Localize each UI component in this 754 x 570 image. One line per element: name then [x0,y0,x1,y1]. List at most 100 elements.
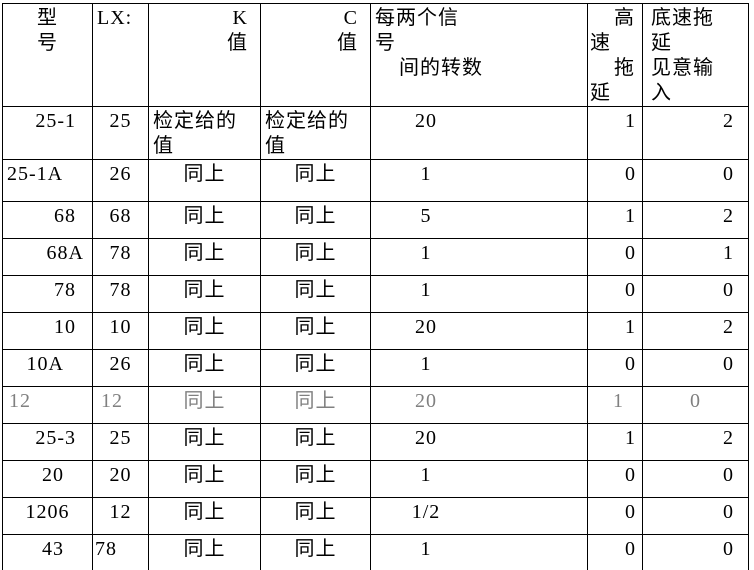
cell-r2-high-speed-delay: 1 [587,201,643,239]
cell-r10-low-speed-delay-input: 0 [642,497,749,535]
cell-r10-k-value: 同上 [148,497,261,535]
cell-r8-lx: 25 [92,423,149,461]
cell-r9-c-value: 同上 [260,460,371,498]
table-row-12: 12 12 同上 同上 20 1 0 [2,386,749,424]
cell-r4-lx: 78 [92,275,149,313]
cell-r8-model: 25-3 [2,423,93,461]
table-row-1206: 1206 12 同上 同上 1/2 0 0 [2,497,749,535]
cell-r8-c-value: 同上 [260,423,371,461]
cell-r3-revolutions-between-signals: 1 [370,238,588,276]
cell-r2-revolutions-between-signals: 5 [370,201,588,239]
cell-r10-revolutions-between-signals: 1/2 [370,497,588,535]
cell-r6-k-value: 同上 [148,349,261,387]
cell-r1-c-value: 同上 [260,159,371,202]
cell-r1-k-value: 同上 [148,159,261,202]
table-row-43: 43 78 同上 同上 1 0 0 [2,534,749,570]
cell-r11-low-speed-delay-input: 0 [642,534,749,570]
cell-r1-lx: 26 [92,159,149,202]
cell-r6-low-speed-delay-input: 0 [642,349,749,387]
header-low-speed-delay-input: 底速拖 延 见意输 入 [642,3,749,107]
cell-r0-lx: 25 [92,106,149,160]
cell-r10-model: 1206 [2,497,93,535]
cell-r5-high-speed-delay: 1 [587,312,643,350]
table-row-10A: 10A 26 同上 同上 1 0 0 [2,349,749,387]
cell-r11-k-value: 同上 [148,534,261,570]
cell-r10-c-value: 同上 [260,497,371,535]
cell-r3-lx: 78 [92,238,149,276]
cell-r4-high-speed-delay: 0 [587,275,643,313]
cell-r8-low-speed-delay-input: 2 [642,423,749,461]
cell-r8-k-value: 同上 [148,423,261,461]
cell-r6-lx: 26 [92,349,149,387]
header-k-value: K 值 [148,3,261,107]
header-high-speed-delay: 高 速 拖 延 [587,3,643,107]
header-revolutions-between-signals: 每两个信 号 间的转数 [370,3,588,107]
cell-r6-high-speed-delay: 0 [587,349,643,387]
cell-r10-high-speed-delay: 0 [587,497,643,535]
cell-r9-model: 20 [2,460,93,498]
cell-r8-high-speed-delay: 1 [587,423,643,461]
cell-r9-k-value: 同上 [148,460,261,498]
cell-r0-model: 25-1 [2,106,93,160]
cell-r2-lx: 68 [92,201,149,239]
cell-r7-model: 12 [2,386,93,424]
cell-r4-model: 78 [2,275,93,313]
cell-r8-revolutions-between-signals: 20 [370,423,588,461]
cell-r0-low-speed-delay-input: 2 [642,106,749,160]
cell-r7-high-speed-delay: 1 [587,386,643,424]
cell-r5-model: 10 [2,312,93,350]
cell-r5-low-speed-delay-input: 2 [642,312,749,350]
cell-r1-high-speed-delay: 0 [587,159,643,202]
cell-r9-lx: 20 [92,460,149,498]
cell-r5-lx: 10 [92,312,149,350]
header-lx: LX: [92,3,149,107]
cell-r7-lx: 12 [92,386,149,424]
cell-r11-model: 43 [2,534,93,570]
table-row-10: 10 10 同上 同上 20 1 2 [2,312,749,350]
cell-r2-c-value: 同上 [260,201,371,239]
cell-r7-low-speed-delay-input: 0 [642,386,749,424]
cell-r2-low-speed-delay-input: 2 [642,201,749,239]
cell-r11-high-speed-delay: 0 [587,534,643,570]
header-c-value: C 值 [260,3,371,107]
cell-r0-revolutions-between-signals: 20 [370,106,588,160]
cell-r1-model: 25-1A [2,159,93,202]
table-row-78: 78 78 同上 同上 1 0 0 [2,275,749,313]
cell-r11-c-value: 同上 [260,534,371,570]
cell-r11-lx: 78 [92,534,149,570]
cell-r10-lx: 12 [92,497,149,535]
table-row-68A: 68A 78 同上 同上 1 0 1 [2,238,749,276]
header-model: 型 号 [2,3,93,107]
cell-r3-high-speed-delay: 0 [587,238,643,276]
cell-r3-k-value: 同上 [148,238,261,276]
cell-r7-c-value: 同上 [260,386,371,424]
cell-r4-low-speed-delay-input: 0 [642,275,749,313]
cell-r4-k-value: 同上 [148,275,261,313]
cell-r4-c-value: 同上 [260,275,371,313]
table-row-68: 68 68 同上 同上 5 1 2 [2,201,749,239]
table-row-20: 20 20 同上 同上 1 0 0 [2,460,749,498]
cell-r7-revolutions-between-signals: 20 [370,386,588,424]
cell-r11-revolutions-between-signals: 1 [370,534,588,570]
cell-r9-low-speed-delay-input: 0 [642,460,749,498]
cell-r5-k-value: 同上 [148,312,261,350]
cell-r0-high-speed-delay: 1 [587,106,643,160]
table-row-25-1A: 25-1A 26 同上 同上 1 0 0 [2,159,749,202]
table-row-25-3: 25-3 25 同上 同上 20 1 2 [2,423,749,461]
cell-r0-c-value: 检定给的 值 [260,106,371,160]
cell-r5-revolutions-between-signals: 20 [370,312,588,350]
cell-r4-revolutions-between-signals: 1 [370,275,588,313]
cell-r6-c-value: 同上 [260,349,371,387]
cell-r6-model: 10A [2,349,93,387]
table-row-25-1: 25-1 25 检定给的 值检定给的 值 20 1 2 [2,106,749,160]
cell-r3-low-speed-delay-input: 1 [642,238,749,276]
cell-r0-k-value: 检定给的 值 [148,106,261,160]
cell-r3-c-value: 同上 [260,238,371,276]
cell-r2-model: 68 [2,201,93,239]
cell-r5-c-value: 同上 [260,312,371,350]
cell-r3-model: 68A [2,238,93,276]
cell-r9-revolutions-between-signals: 1 [370,460,588,498]
